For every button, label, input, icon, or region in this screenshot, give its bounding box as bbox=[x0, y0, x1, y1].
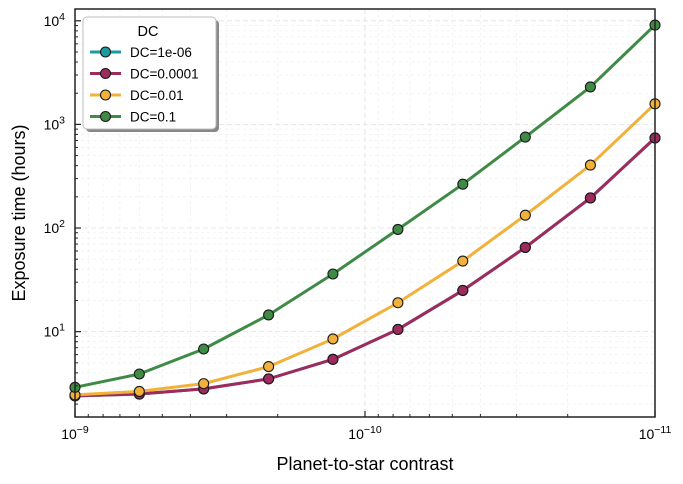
data-point bbox=[584, 192, 596, 204]
data-point bbox=[584, 81, 596, 93]
legend-label: DC=0.0001 bbox=[130, 67, 199, 82]
data-point bbox=[584, 159, 596, 171]
legend: DC DC=1e-06 DC=0.0001 DC=0.01 DC=0.1 bbox=[82, 16, 219, 132]
data-point bbox=[457, 178, 469, 190]
data-point bbox=[327, 268, 339, 280]
legend-item: DC=0.0001 bbox=[90, 67, 199, 82]
legend-item: DC=0.1 bbox=[90, 110, 176, 125]
data-point bbox=[457, 255, 469, 267]
series-line bbox=[74, 102, 657, 397]
data-point bbox=[392, 297, 404, 309]
axis-ticks bbox=[74, 20, 656, 417]
legend-marker bbox=[99, 110, 112, 123]
legend-marker bbox=[99, 67, 112, 80]
x-axis-label: Planet-to-star contrast bbox=[276, 454, 453, 474]
data-point bbox=[263, 373, 275, 385]
legend-item: DC=1e-06 bbox=[90, 45, 192, 60]
legend-items: DC=1e-06 DC=0.0001 DC=0.01 DC=0.1 bbox=[90, 45, 199, 125]
legend-box bbox=[82, 16, 217, 130]
y-tick-label: 102 bbox=[44, 218, 66, 236]
y-axis-label: Exposure time (hours) bbox=[9, 124, 29, 301]
data-point bbox=[198, 378, 210, 390]
legend-label: DC=0.1 bbox=[130, 110, 176, 125]
legend-marker bbox=[99, 89, 112, 101]
x-tick-label: 10−9 bbox=[61, 424, 89, 442]
data-point bbox=[133, 368, 145, 380]
data-point bbox=[392, 223, 404, 235]
data-point bbox=[519, 131, 531, 143]
data-point bbox=[519, 241, 531, 253]
legend-label: DC=0.01 bbox=[130, 88, 184, 103]
y-tick-label: 101 bbox=[44, 322, 66, 340]
y-tick-label: 104 bbox=[44, 11, 66, 29]
data-point bbox=[198, 343, 210, 355]
tick-labels: 10−9 10−10 10−11 101 102 103 104 bbox=[44, 11, 672, 442]
data-point bbox=[457, 284, 469, 296]
legend-title: DC bbox=[138, 24, 159, 40]
series-4 bbox=[69, 19, 661, 393]
series-line bbox=[74, 136, 657, 398]
data-point bbox=[133, 385, 145, 397]
data-point bbox=[263, 309, 275, 321]
data-point bbox=[392, 323, 404, 335]
x-tick-label: 10−11 bbox=[639, 424, 672, 442]
series-layer bbox=[69, 19, 661, 402]
legend-item: DC=0.01 bbox=[90, 88, 184, 103]
x-tick-label: 10−10 bbox=[348, 424, 382, 442]
data-point bbox=[263, 361, 275, 373]
legend-label: DC=1e-06 bbox=[130, 45, 192, 60]
y-tick-label: 103 bbox=[44, 114, 66, 132]
series-line bbox=[74, 23, 657, 389]
legend-marker bbox=[99, 46, 112, 58]
data-point bbox=[327, 353, 339, 365]
data-point bbox=[327, 333, 339, 345]
data-point bbox=[519, 209, 531, 221]
